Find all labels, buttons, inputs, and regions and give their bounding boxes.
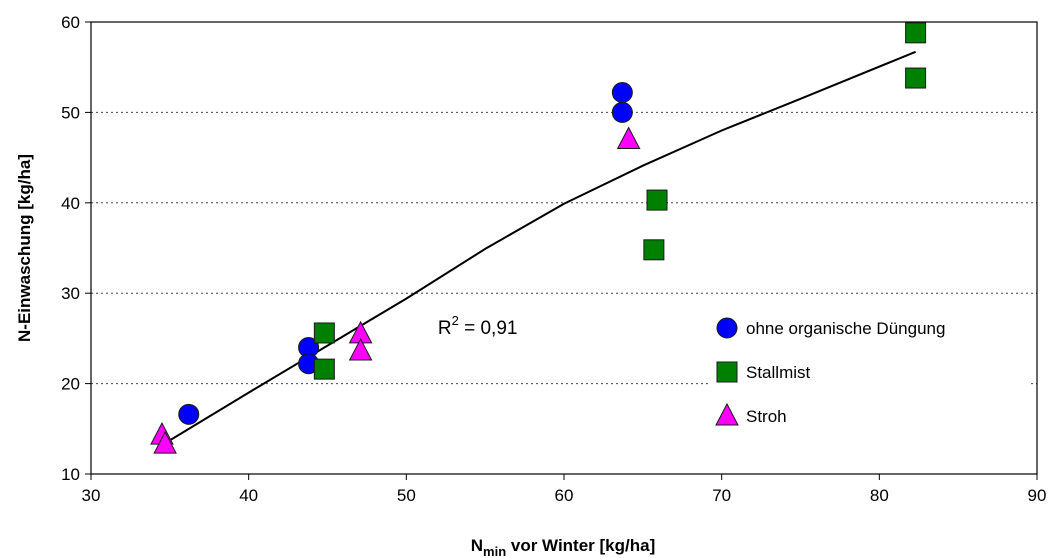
axis-ticks: 10 20 30 40 50 60 30 40 50 60 70 80 90 <box>61 13 1046 505</box>
legend-label-2: Stroh <box>746 407 787 426</box>
r-squared-annotation: R2 = 0,91 <box>438 313 518 339</box>
x-tick-label-50: 50 <box>397 486 416 505</box>
r-squared-prefix: R <box>438 318 452 339</box>
point-triangle-2-1 <box>153 431 177 454</box>
x-axis-title-subscript: min <box>483 544 506 558</box>
y-tick-label-40: 40 <box>61 194 80 213</box>
y-tick-label-10: 10 <box>61 465 80 484</box>
point-square-1-1 <box>313 358 335 380</box>
x-tick-label-90: 90 <box>1028 486 1047 505</box>
point-triangle-2-4 <box>616 126 641 150</box>
point-circle-0-3 <box>611 82 633 104</box>
point-square-1-2 <box>646 189 668 211</box>
legend-marker-1 <box>716 361 738 383</box>
x-tick-label-60: 60 <box>555 486 574 505</box>
x-tick-label-40: 40 <box>239 486 258 505</box>
y-tick-label-20: 20 <box>61 375 80 394</box>
legend-label-1: Stallmist <box>746 363 811 382</box>
legend-marker-0 <box>716 317 738 339</box>
point-triangle-2-3 <box>348 337 373 361</box>
point-square-1-3 <box>643 239 665 261</box>
r-squared-value: = 0,91 <box>459 318 518 339</box>
legend-label-0: ohne organische Düngung <box>746 319 945 338</box>
x-axis-title-rest: vor Winter [kg/ha] <box>506 536 655 555</box>
point-circle-0-0 <box>178 403 200 425</box>
point-circle-0-4 <box>611 101 633 123</box>
r-squared-superscript: 2 <box>452 313 459 328</box>
point-square-1-5 <box>905 67 927 89</box>
y-tick-label-30: 30 <box>61 284 80 303</box>
point-square-1-4 <box>905 22 927 44</box>
data-markers <box>150 22 927 454</box>
y-tick-label-50: 50 <box>61 103 80 122</box>
y-axis-title: N-Einwaschung [kg/ha] <box>15 154 34 342</box>
legend-background <box>708 300 1028 440</box>
x-tick-label-70: 70 <box>712 486 731 505</box>
legend-marker-2 <box>715 402 739 426</box>
trendline <box>161 50 916 446</box>
x-tick-label-30: 30 <box>82 486 101 505</box>
x-tick-label-80: 80 <box>870 486 889 505</box>
x-axis-title-main: N <box>471 536 483 555</box>
legend: ohne organische Düngung Stallmist Stroh <box>708 300 1028 440</box>
y-tick-label-60: 60 <box>61 13 80 32</box>
x-axis-title: Nmin vor Winter [kg/ha] <box>471 536 656 558</box>
point-square-1-0 <box>313 322 335 344</box>
